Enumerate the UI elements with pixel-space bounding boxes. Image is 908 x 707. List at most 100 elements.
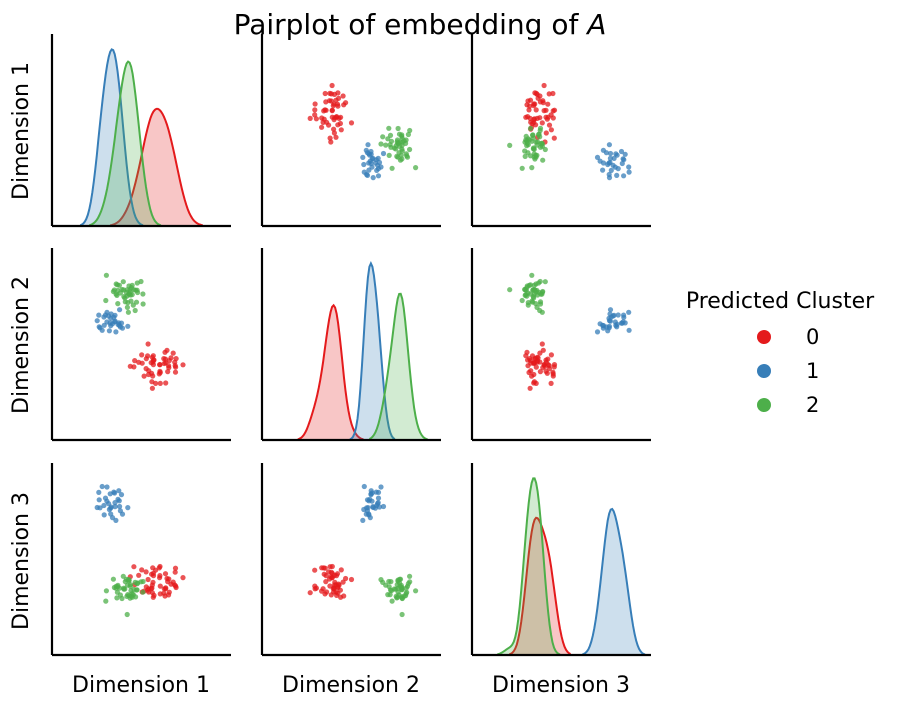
scatter-point-cluster-0 [348, 120, 355, 126]
scatter-point-cluster-0 [537, 369, 544, 375]
scatter-point-cluster-1 [112, 490, 118, 496]
scatter-point-cluster-0 [329, 563, 335, 570]
panel-r2-c3 [470, 248, 651, 442]
scatter-point-cluster-2 [522, 292, 528, 298]
scatter-point-cluster-1 [607, 318, 614, 324]
scatter-point-cluster-1 [618, 148, 625, 155]
scatter-point-cluster-1 [125, 505, 131, 511]
scatter-point-cluster-0 [319, 588, 325, 594]
scatter-point-cluster-0 [531, 117, 537, 123]
scatter-point-cluster-0 [543, 107, 549, 113]
scatter-point-cluster-0 [146, 368, 152, 374]
kde-fill-cluster-1 [80, 49, 143, 227]
scatter-point-cluster-0 [546, 366, 553, 372]
scatter-point-cluster-2 [386, 578, 392, 585]
scatter-point-cluster-1 [106, 328, 112, 334]
scatter-point-cluster-2 [537, 125, 544, 131]
x-axis-label-dimension-1: Dimension 1 [72, 673, 210, 698]
scatter-point-cluster-0 [551, 135, 557, 141]
scatter-point-cluster-1 [626, 327, 632, 333]
scatter-point-cluster-2 [110, 576, 116, 582]
scatter-point-cluster-1 [608, 167, 614, 173]
scatter-point-cluster-1 [367, 496, 373, 502]
scatter-point-cluster-0 [148, 360, 154, 366]
x-axis-label-dimension-3: Dimension 3 [492, 673, 630, 698]
scatter-point-cluster-1 [606, 142, 613, 148]
scatter-point-cluster-1 [375, 155, 381, 161]
kde-line-cluster-0 [110, 107, 203, 227]
scatter-point-cluster-0 [533, 364, 539, 370]
scatter-point-cluster-0 [180, 362, 186, 368]
scatter-point-cluster-2 [413, 588, 419, 594]
legend-title: Predicted Cluster [686, 289, 875, 314]
scatter-point-cluster-0 [548, 112, 554, 118]
scatter-point-cluster-0 [546, 91, 552, 97]
kde-line-cluster-1 [349, 260, 396, 441]
scatter-point-cluster-1 [101, 322, 107, 328]
scatter-point-cluster-0 [328, 91, 334, 97]
scatter-point-cluster-2 [399, 585, 405, 591]
scatter-point-cluster-2 [126, 291, 132, 297]
scatter-point-cluster-2 [403, 593, 409, 599]
scatter-point-cluster-1 [615, 166, 621, 172]
scatter-point-cluster-1 [607, 159, 613, 166]
scatter-point-cluster-2 [507, 142, 513, 148]
scatter-point-cluster-1 [607, 311, 613, 317]
scatter-point-cluster-2 [403, 140, 409, 146]
scatter-point-cluster-0 [151, 592, 157, 599]
scatter-point-cluster-2 [134, 587, 140, 593]
kde-line-cluster-1 [582, 507, 646, 656]
scatter-point-cluster-1 [364, 171, 370, 178]
scatter-point-cluster-0 [540, 365, 546, 371]
scatter-point-cluster-0 [545, 101, 551, 107]
legend-label-cluster-0: 0 [806, 325, 819, 349]
scatter-point-cluster-0 [312, 101, 318, 107]
kde-fill-cluster-0 [110, 108, 203, 226]
scatter-point-cluster-0 [539, 120, 545, 126]
scatter-point-cluster-0 [149, 571, 155, 577]
scatter-point-cluster-1 [600, 325, 607, 331]
scatter-point-cluster-2 [530, 132, 536, 138]
scatter-point-cluster-0 [343, 100, 349, 106]
scatter-point-cluster-2 [125, 309, 131, 315]
scatter-point-cluster-0 [343, 575, 349, 582]
scatter-point-cluster-0 [136, 359, 142, 365]
scatter-point-cluster-2 [522, 148, 528, 154]
scatter-point-cluster-2 [532, 156, 538, 162]
kde-line-cluster-2 [88, 60, 162, 227]
scatter-point-cluster-1 [115, 321, 121, 327]
kde-fill-cluster-0 [297, 305, 364, 440]
scatter-point-cluster-1 [108, 311, 114, 317]
scatter-point-cluster-0 [319, 124, 325, 130]
scatter-point-cluster-0 [327, 583, 333, 589]
panel-r1-c1 [50, 34, 231, 228]
scatter-point-cluster-1 [119, 325, 126, 331]
scatter-point-cluster-0 [172, 369, 179, 375]
scatter-point-cluster-0 [533, 107, 539, 113]
scatter-point-cluster-2 [399, 156, 405, 162]
scatter-point-cluster-1 [607, 150, 614, 157]
scatter-point-cluster-2 [385, 592, 391, 598]
scatter-point-cluster-0 [173, 584, 179, 591]
scatter-point-cluster-1 [621, 173, 627, 179]
scatter-point-cluster-0 [328, 139, 334, 145]
scatter-point-cluster-1 [96, 312, 102, 318]
scatter-point-cluster-2 [135, 289, 141, 296]
scatter-point-cluster-0 [331, 585, 337, 591]
scatter-point-cluster-1 [620, 319, 626, 325]
scatter-point-cluster-1 [108, 504, 114, 510]
scatter-point-cluster-1 [369, 490, 375, 496]
scatter-point-cluster-0 [528, 368, 534, 374]
scatter-point-cluster-1 [620, 156, 626, 162]
scatter-point-cluster-1 [375, 166, 382, 172]
scatter-point-cluster-1 [626, 309, 632, 315]
scatter-point-cluster-1 [117, 307, 123, 313]
scatter-point-cluster-2 [103, 272, 109, 278]
scatter-point-cluster-0 [312, 567, 318, 573]
scatter-point-cluster-0 [337, 120, 343, 127]
scatter-point-cluster-0 [307, 115, 313, 121]
scatter-point-cluster-0 [170, 579, 176, 585]
scatter-point-cluster-1 [101, 512, 107, 518]
scatter-point-cluster-1 [614, 172, 620, 178]
scatter-point-cluster-0 [313, 116, 319, 122]
